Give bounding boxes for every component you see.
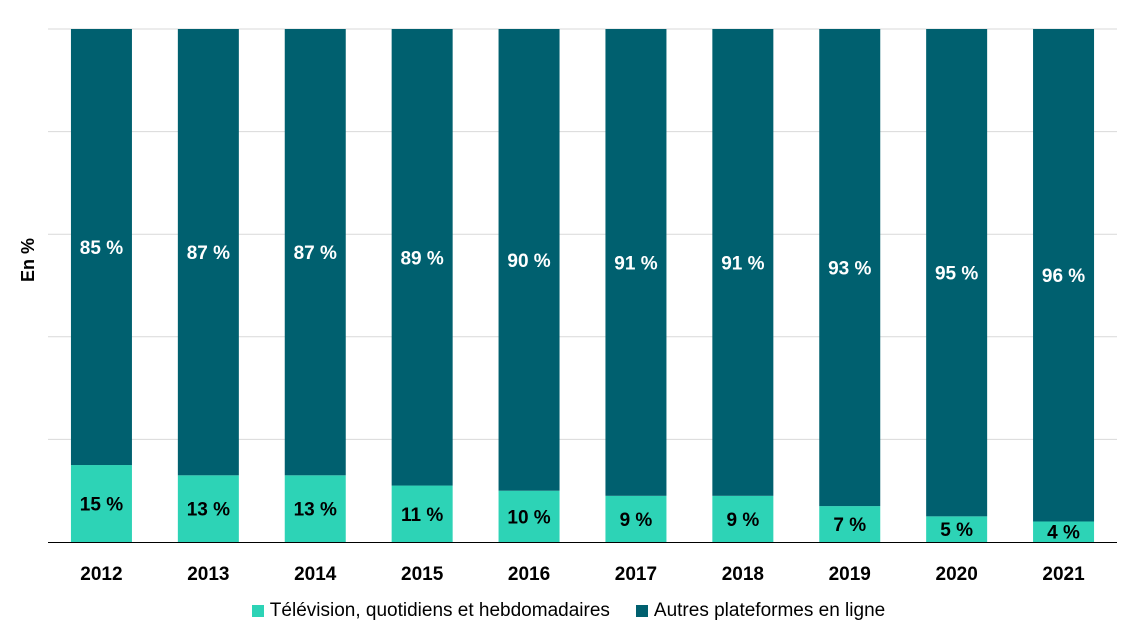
bar-segment — [819, 29, 881, 507]
legend-label: Autres plateformes en ligne — [653, 600, 886, 621]
data-label: 15 % — [80, 495, 123, 516]
bar-segment — [1033, 521, 1095, 542]
bar-segment — [605, 29, 667, 496]
bar-segment — [498, 29, 560, 491]
data-label: 91 % — [614, 253, 657, 274]
bar-segment — [605, 495, 667, 542]
data-label: 13 % — [187, 500, 230, 521]
x-tick-label: 2013 — [187, 564, 229, 585]
bar-segment — [1033, 29, 1095, 522]
x-tick-label: 2020 — [936, 564, 978, 585]
x-tick-label: 2021 — [1042, 564, 1085, 585]
data-label: 13 % — [294, 500, 337, 521]
legend-label: Télévision, quotidiens et hebdomadaires — [269, 600, 610, 621]
bar-segment — [177, 475, 239, 542]
bar-segment — [391, 29, 453, 486]
bar-segment — [177, 29, 239, 476]
bar-segment — [70, 465, 132, 542]
data-label: 96 % — [1042, 266, 1085, 287]
bars — [70, 29, 1095, 542]
data-label: 91 % — [721, 253, 764, 274]
legend-swatch — [251, 605, 264, 617]
x-tick-label: 2018 — [722, 564, 764, 585]
data-label: 85 % — [80, 238, 123, 259]
data-label: 87 % — [294, 243, 337, 264]
legend-swatch — [635, 605, 648, 617]
bar-segment — [284, 475, 346, 542]
x-tick-label: 2019 — [829, 564, 871, 585]
bar-segment — [712, 29, 774, 496]
data-label: 9 % — [620, 510, 653, 531]
legend-item-online: Autres plateformes en ligne — [635, 600, 886, 622]
data-label: 93 % — [828, 259, 871, 280]
data-label: 95 % — [935, 264, 978, 285]
stacked-bar-chart: 15 % 85 % 13 % 87 % 13 % 87 % 11 % 89 % 10 % 90 %… — [18, 28, 1117, 585]
x-tick-label: 2012 — [80, 564, 122, 585]
bar-segment — [284, 29, 346, 476]
data-label: 9 % — [726, 510, 759, 531]
bar-segment — [712, 495, 774, 542]
bar-segment — [498, 490, 560, 542]
data-labels: 15 % 85 % 13 % 87 % 13 % 87 % 11 % 89 % 10 % 90 %… — [80, 238, 1086, 544]
data-label: 90 % — [507, 251, 550, 272]
legend-item-tv-print: Télévision, quotidiens et hebdomadaires — [251, 600, 610, 622]
data-label: 87 % — [187, 243, 230, 264]
x-tick-label: 2014 — [294, 564, 337, 585]
bar-segment — [819, 506, 881, 542]
y-axis-label: En % — [18, 238, 38, 282]
legend: Télévision, quotidiens et hebdomadaires … — [0, 600, 1137, 622]
x-axis-ticks: 2012 2013 2014 2015 2016 2017 2018 2019 2020 2021 — [80, 564, 1085, 585]
data-label: 11 % — [401, 505, 443, 526]
bar-segment — [70, 29, 132, 466]
x-tick-label: 2017 — [615, 564, 657, 585]
bar-segment — [391, 485, 453, 542]
bar-segment — [926, 516, 988, 542]
data-label: 10 % — [507, 507, 550, 528]
bar-segment — [926, 29, 988, 517]
x-tick-label: 2015 — [401, 564, 444, 585]
x-tick-label: 2016 — [508, 564, 550, 585]
data-label: 7 % — [833, 515, 866, 536]
data-label: 4 % — [1047, 523, 1080, 544]
data-label: 89 % — [400, 248, 443, 269]
data-label: 5 % — [940, 520, 973, 541]
